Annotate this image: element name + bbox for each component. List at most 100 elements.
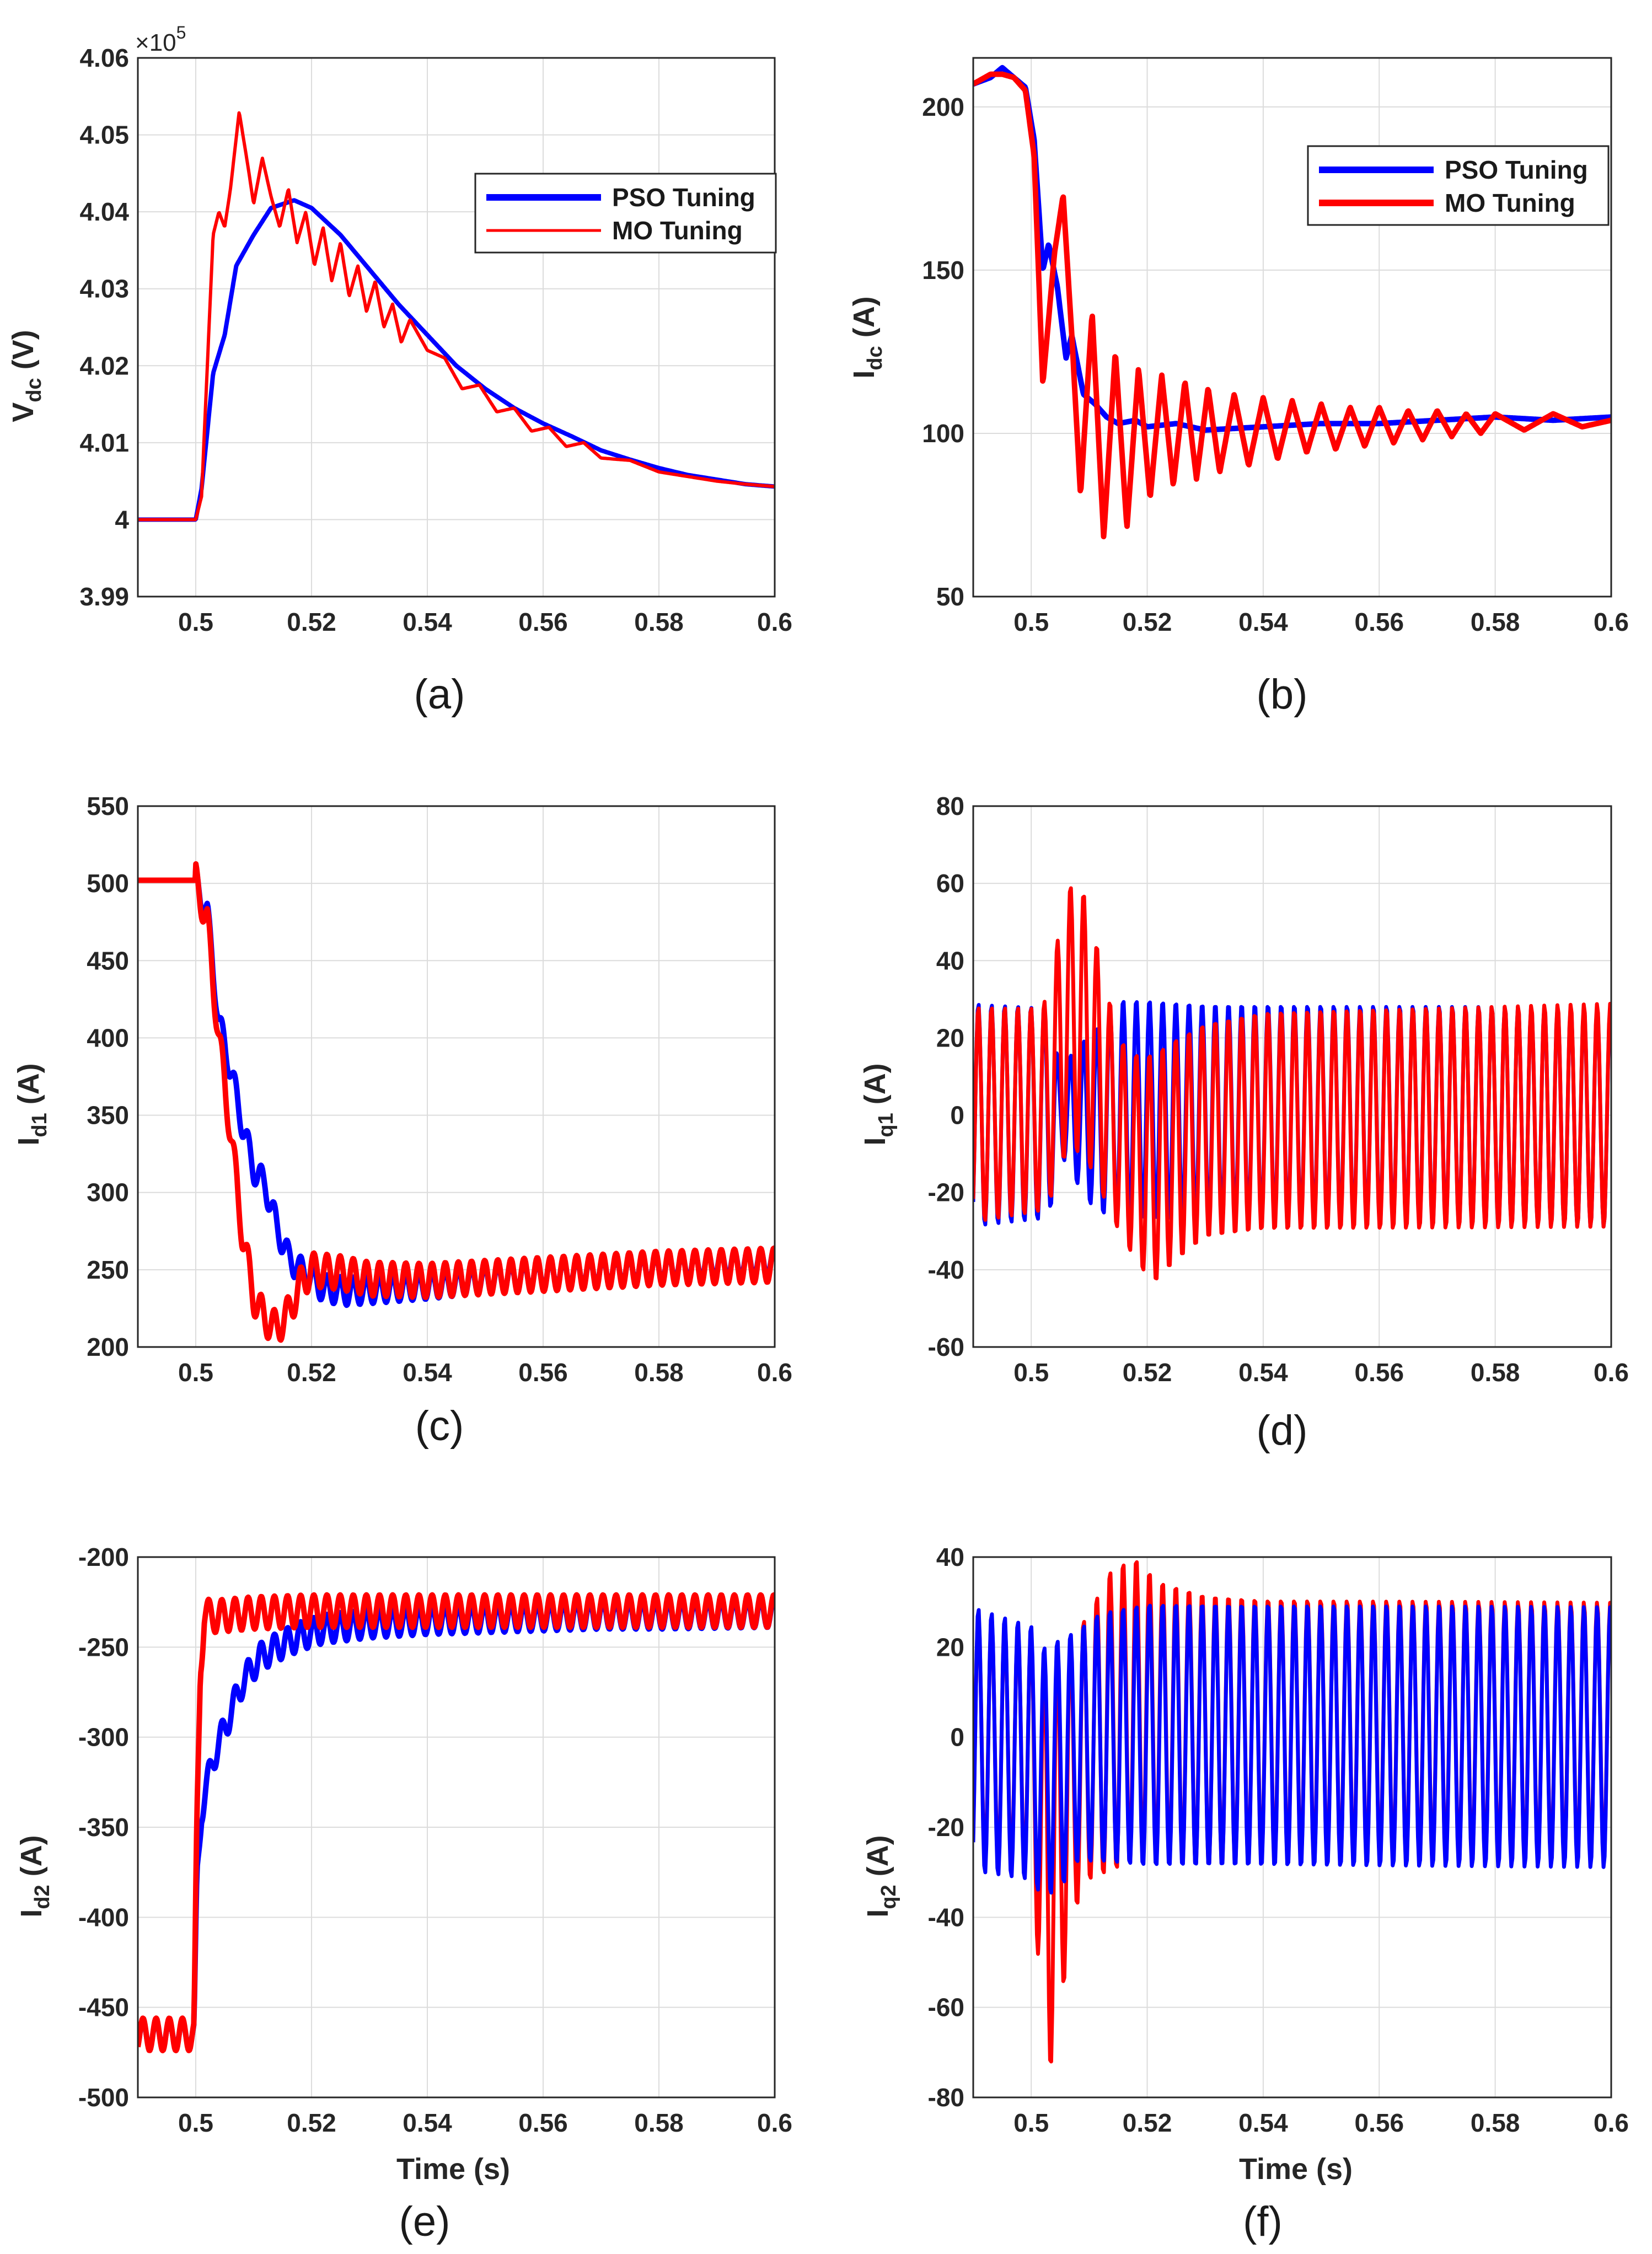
y-tick-label-c: 250 xyxy=(87,1255,129,1284)
y-tick-label-d: -20 xyxy=(928,1178,964,1207)
y-tick-label-e: -300 xyxy=(78,1723,129,1752)
x-tick-label-c: 0.54 xyxy=(403,1358,452,1387)
axes-frame-b xyxy=(972,57,1612,598)
y-tick-label-a: 4 xyxy=(115,505,129,534)
legend-label-pso-b: PSO Tuning xyxy=(1445,155,1588,184)
x-tick-label-d: 0.58 xyxy=(1471,1358,1520,1387)
y-tick-label-d: 80 xyxy=(936,792,964,820)
y-tick-label-f: -20 xyxy=(928,1813,964,1842)
y-tick-label-c: 550 xyxy=(87,792,129,820)
plot-area-c: 0.5 0.52 0.54 0.56 0.58 0.6 200 250 300 350 400 450… xyxy=(87,792,792,1387)
x-tick-label-f: 0.6 xyxy=(1594,2108,1629,2137)
ylabel-e: Id2 (A) xyxy=(15,1835,54,1917)
axes-frame-e xyxy=(137,1556,776,2099)
x-tick-label-b: 0.56 xyxy=(1355,608,1404,636)
xlabel-e: Time (s) xyxy=(396,2153,510,2186)
y-tick-label-b: 50 xyxy=(936,582,964,611)
x-tick-label-e: 0.52 xyxy=(287,2108,336,2137)
x-tick-label-d: 0.5 xyxy=(1013,1358,1049,1387)
x-tick-label-e: 0.5 xyxy=(178,2108,213,2137)
y-tick-label-e: -250 xyxy=(78,1633,129,1661)
panel-b: 0.5 0.52 0.54 0.56 0.58 0.6 50 100 150 200 Idc (A… xyxy=(848,57,1629,718)
x-tick-label-a: 0.56 xyxy=(518,608,568,636)
x-tick-label-e: 0.54 xyxy=(403,2108,452,2137)
x-tick-label-a: 0.58 xyxy=(634,608,684,636)
y-tick-label-c: 400 xyxy=(87,1023,129,1052)
plot-area-a: 0.5 0.52 0.54 0.56 0.58 0.6 3.99 4 4.01 4.02 4.03 4… xyxy=(79,44,792,636)
y-tick-label-a: 4.02 xyxy=(79,351,129,380)
caption-f: (f) xyxy=(1243,2198,1283,2245)
x-tick-label-f: 0.54 xyxy=(1238,2108,1288,2137)
plot-area-b: 0.5 0.52 0.54 0.56 0.58 0.6 50 100 150 200 xyxy=(922,57,1629,636)
x-tick-label-b: 0.58 xyxy=(1471,608,1520,636)
ylabel-a: Vdc (V) xyxy=(7,330,46,422)
y-tick-label-a: 4.03 xyxy=(79,275,129,303)
x-tick-label-f: 0.56 xyxy=(1355,2108,1404,2137)
series-mo-e xyxy=(138,1592,775,2053)
y-tick-label-d: -40 xyxy=(928,1255,964,1284)
y-tick-label-e: -200 xyxy=(78,1543,129,1571)
y-tick-label-c: 300 xyxy=(87,1178,129,1207)
y-tick-label-c: 200 xyxy=(87,1333,129,1361)
panel-d: 0.5 0.52 0.54 0.56 0.58 0.6 -60 -40 -20 0 20 40 60 80… xyxy=(859,792,1629,1454)
ylabel-d: Iq1 (A) xyxy=(859,1063,898,1145)
x-tick-label-d: 0.6 xyxy=(1594,1358,1629,1387)
legend-label-pso-a: PSO Tuning xyxy=(612,183,755,212)
plot-background-a xyxy=(138,58,775,597)
axes-frame-d xyxy=(972,805,1612,1348)
legend-b: PSO Tuning MO Tuning xyxy=(1307,145,1610,226)
series-group-b xyxy=(973,65,1611,540)
x-tick-label-a: 0.52 xyxy=(287,608,336,636)
xlabel-f: Time (s) xyxy=(1239,2153,1353,2186)
series-mo-a xyxy=(138,111,775,522)
x-tick-label-a: 0.54 xyxy=(403,608,452,636)
y-tick-label-e: -400 xyxy=(78,1903,129,1931)
x-tick-label-a: 0.5 xyxy=(178,608,213,636)
y-tick-label-a: 3.99 xyxy=(79,582,129,611)
y-tick-label-b: 100 xyxy=(922,419,964,448)
series-pso-a xyxy=(138,198,775,522)
caption-e: (e) xyxy=(399,2198,450,2245)
y-tick-label-e: -350 xyxy=(78,1813,129,1842)
plot-area-f: 0.5 0.52 0.54 0.56 0.58 0.6 -80 -60 -40 -20 0 20 40 xyxy=(928,1543,1629,2137)
y-tick-label-d: 20 xyxy=(936,1023,964,1052)
x-tick-label-b: 0.5 xyxy=(1013,608,1049,636)
x-tick-label-b: 0.54 xyxy=(1238,608,1288,636)
y-tick-label-c: 500 xyxy=(87,869,129,898)
panel-c: 0.5 0.52 0.54 0.56 0.58 0.6 200 250 300 350 400 450… xyxy=(12,792,792,1450)
panel-e: 0.5 0.52 0.54 0.56 0.58 0.6 -500 -450 -400 -350 -3… xyxy=(15,1543,792,2245)
y-tick-label-b: 200 xyxy=(922,93,964,121)
axes-frame-a xyxy=(137,57,776,598)
ylabel-b: Idc (A) xyxy=(848,296,887,378)
x-tick-label-c: 0.58 xyxy=(634,1358,684,1387)
y-tick-label-b: 150 xyxy=(922,256,964,285)
x-tick-label-d: 0.56 xyxy=(1355,1358,1404,1387)
series-pso-f xyxy=(973,1603,1611,1895)
y-tick-label-d: 0 xyxy=(950,1101,964,1130)
y-tick-label-a: 4.05 xyxy=(79,121,129,149)
series-group-e xyxy=(138,1592,775,2053)
ylabel-f: Iq2 (A) xyxy=(861,1835,900,1917)
y-tick-label-c: 450 xyxy=(87,946,129,975)
y-tick-label-a: 4.06 xyxy=(79,44,129,72)
legend-label-mo-a: MO Tuning xyxy=(612,216,743,245)
panel-f: 0.5 0.52 0.54 0.56 0.58 0.6-80-60-40-2002040 … xyxy=(861,1543,1629,2245)
series-mo-c xyxy=(138,861,775,1343)
y-tick-label-c: 350 xyxy=(87,1101,129,1130)
y-tick-label-a: 4.01 xyxy=(79,428,129,457)
y-tick-label-d: -60 xyxy=(928,1333,964,1361)
x-tick-label-a: 0.6 xyxy=(757,608,792,636)
y-tick-label-e: -450 xyxy=(78,1993,129,2022)
x-tick-label-e: 0.58 xyxy=(634,2108,684,2137)
legend-box-a xyxy=(474,173,777,254)
x-tick-label-f: 0.58 xyxy=(1471,2108,1520,2137)
series-group-a xyxy=(138,111,775,522)
x-tick-label-f: 0.52 xyxy=(1123,2108,1172,2137)
x-tick-label-b: 0.52 xyxy=(1123,608,1172,636)
series-mo-b xyxy=(973,71,1611,540)
y-tick-label-f: -60 xyxy=(928,1993,964,2022)
plot-area-d: 0.5 0.52 0.54 0.56 0.58 0.6 -60 -40 -20 0 20 40 60 80 xyxy=(928,792,1629,1387)
series-group-c xyxy=(138,861,775,1343)
y-tick-label-a: 4.04 xyxy=(79,197,129,226)
